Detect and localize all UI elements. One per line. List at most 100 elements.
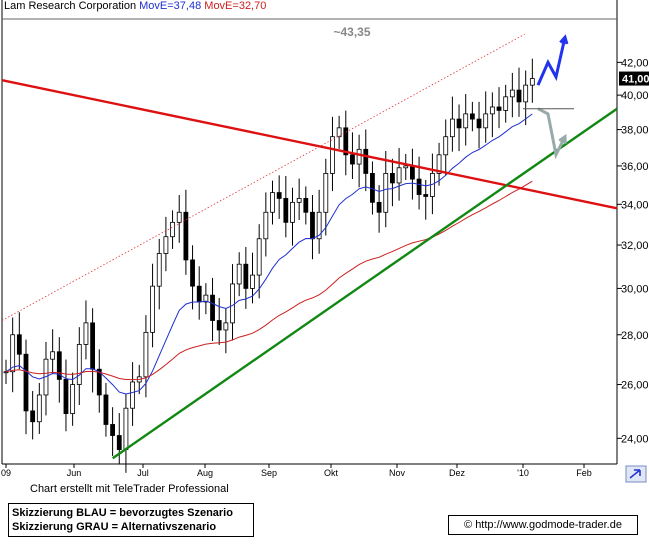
candle-body [143,331,149,378]
candle-body [203,294,209,303]
candle-body [283,198,289,223]
current-price-box [619,71,649,86]
scenario-blue-text: Skizzierung BLAU = bevorzugtes Szenario [12,507,233,519]
candle-body [276,192,282,199]
candle-body [350,154,355,165]
candle-body [416,178,422,195]
chart-credit: Chart erstellt mit TeleTrader Profession… [30,483,229,495]
candle-body [83,322,89,345]
scenario-grau-path [537,107,567,160]
candle-body [423,194,429,197]
candle-body [449,118,455,138]
candle-body [170,221,175,238]
candle-body [489,106,495,115]
ma-long-line [5,180,533,381]
candle-body [103,394,109,425]
candle-body [516,89,522,103]
channel-line [1,33,525,321]
candle-body [383,173,389,213]
candle-body [130,381,135,409]
scenario-grey-text: Skizzierung GRAU = Alternativszenario [12,521,217,533]
candle-body [30,410,36,423]
candle-body [463,113,469,129]
candle-body [63,378,69,414]
candle-body [336,127,342,138]
x-tick-label: Nov [389,468,406,478]
x-axis: 09 Jun Jul Aug Sep Okt Nov Dez '10 Feb [1,463,617,478]
candle-body [223,322,229,331]
candle-body [90,322,96,370]
candle-body [96,368,102,396]
candle-body [290,201,295,223]
ma-short-line [5,113,533,395]
candle-body [323,173,329,213]
downtrend-line [1,79,618,210]
x-tick-label: Jul [137,468,149,478]
ma-long-label: MovE=32,70 [204,0,267,12]
scenario-sketches [536,34,569,160]
y-tick-label: 24,00 [621,433,649,445]
y-tick-label: 32,00 [621,240,649,252]
candle-body [23,353,29,412]
candle-body [509,89,515,98]
resistance-annotation: ~43,35 [333,25,370,39]
candle-body [243,263,249,289]
candle-body [36,394,42,423]
candle-body [230,283,235,324]
candle-body [316,211,322,240]
y-tick-label: 42,00 [621,57,649,69]
candle-body [256,238,262,276]
candlestick-series [3,58,535,473]
x-tick-label: Sep [261,468,277,478]
candle-body [110,424,115,436]
candle-body [330,136,335,174]
candle-body [116,435,122,451]
x-tick-label: Dez [449,468,466,478]
trendlines [1,33,618,460]
scenario-blau-path [536,36,567,86]
x-tick-label: Okt [324,468,339,478]
source-url: © http://www.godmode-trader.de [448,515,638,535]
candle-body [496,106,502,111]
annotations: ~43,35 41,00 [2,18,649,483]
candle-body [443,136,449,156]
y-tick-label: 28,00 [621,330,649,342]
chart-legend: Lam Research Corporation MovE=37,48 MovE… [4,0,266,12]
candle-body [183,211,189,261]
y-tick-label: 34,00 [621,199,649,211]
corner-arrow-icon [629,469,641,479]
candle-body [263,211,269,240]
candle-body [163,236,169,254]
candle-body [356,148,362,165]
y-tick-label: 26,00 [621,380,649,392]
candle-body [303,198,309,213]
candle-body [410,165,415,180]
candle-body [310,211,315,240]
candle-body [156,253,162,287]
scenario-grau-arrowhead [558,133,567,144]
security-name: Lam Research Corporation [4,0,137,12]
uptrend-line [112,107,618,460]
candle-body [70,384,76,414]
candle-body [196,285,202,303]
candle-body [483,113,489,129]
x-tick-label: Aug [197,468,213,478]
candle-body [216,320,222,331]
candle-body [190,259,195,287]
candle-body [436,154,442,174]
candle-body [176,211,182,223]
scenario-blau-arrowhead [559,34,569,45]
candle-body [469,113,475,120]
ma-short-label: MovE=37,48 [139,0,202,12]
y-axis: 24,00 26,00 28,00 30,00 32,00 34,00 36,00 38,00… [1,0,649,464]
candle-body [503,96,509,111]
candle-body [476,118,482,129]
y-tick-label: 38,00 [621,125,649,137]
candle-body [390,173,395,184]
candle-body [343,127,349,156]
candle-body [123,407,129,451]
scenario-legend-box: Skizzierung BLAU = bevorzugtes Szenario … [8,503,254,537]
